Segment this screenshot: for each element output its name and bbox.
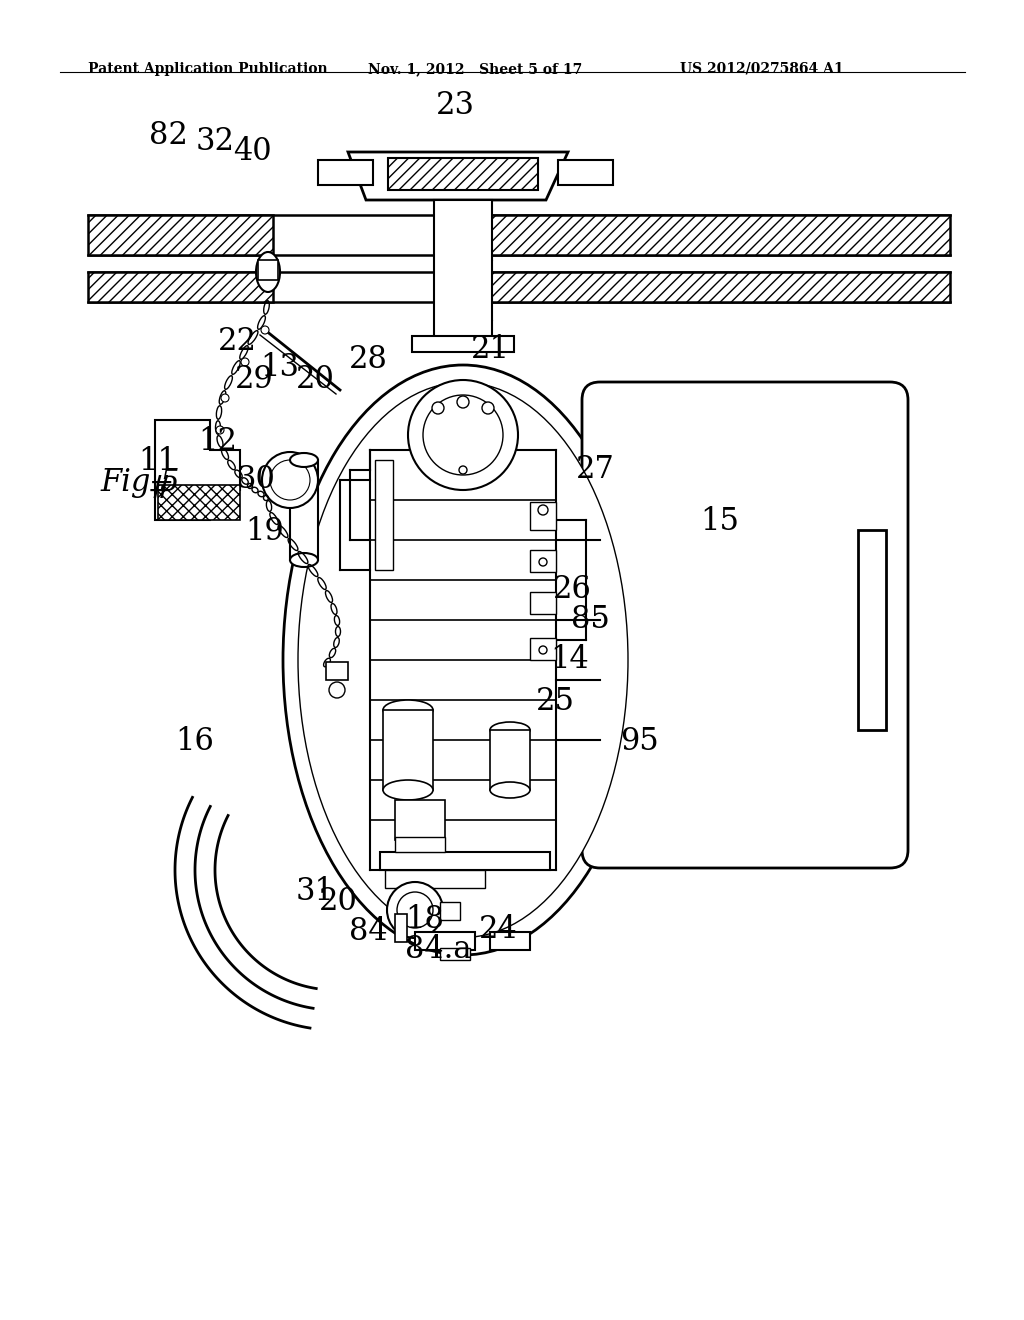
- Text: 84.a: 84.a: [404, 935, 471, 965]
- Text: Nov. 1, 2012   Sheet 5 of 17: Nov. 1, 2012 Sheet 5 of 17: [368, 62, 583, 77]
- Ellipse shape: [256, 252, 280, 292]
- Circle shape: [408, 380, 518, 490]
- Bar: [88, 272, 273, 302]
- Text: 15: 15: [700, 507, 739, 537]
- Bar: [858, 531, 886, 730]
- Bar: [530, 550, 556, 572]
- Polygon shape: [348, 152, 568, 201]
- Text: 19: 19: [246, 516, 285, 548]
- Bar: [383, 710, 433, 789]
- Circle shape: [241, 358, 249, 366]
- Text: 20: 20: [318, 887, 357, 917]
- Bar: [88, 215, 273, 255]
- Text: 20: 20: [296, 364, 335, 396]
- Bar: [490, 215, 950, 255]
- Text: 95: 95: [621, 726, 659, 758]
- Text: #: #: [148, 474, 174, 506]
- Circle shape: [539, 645, 547, 653]
- Text: 31: 31: [296, 876, 335, 908]
- Circle shape: [270, 459, 310, 500]
- Ellipse shape: [383, 780, 433, 800]
- Text: 23: 23: [435, 90, 474, 120]
- Bar: [395, 800, 445, 840]
- Bar: [412, 337, 514, 352]
- Circle shape: [221, 393, 229, 403]
- Text: 84: 84: [349, 916, 387, 948]
- Bar: [290, 459, 318, 560]
- Text: 18: 18: [406, 904, 444, 936]
- Bar: [440, 902, 460, 920]
- Circle shape: [262, 451, 318, 508]
- Circle shape: [457, 396, 469, 408]
- Circle shape: [539, 558, 547, 566]
- Ellipse shape: [283, 366, 643, 954]
- Text: 28: 28: [348, 345, 387, 375]
- Bar: [395, 913, 407, 942]
- Text: 40: 40: [232, 136, 271, 168]
- Bar: [490, 730, 530, 789]
- Circle shape: [482, 403, 494, 414]
- Text: 21: 21: [470, 334, 510, 366]
- Text: 32: 32: [196, 127, 234, 157]
- Text: 12: 12: [199, 426, 238, 458]
- Ellipse shape: [298, 383, 628, 937]
- Text: 25: 25: [536, 686, 574, 718]
- Text: 16: 16: [175, 726, 214, 758]
- Text: 13: 13: [260, 351, 299, 383]
- Text: Patent Application Publication: Patent Application Publication: [88, 62, 328, 77]
- Text: 14: 14: [551, 644, 590, 676]
- Text: US 2012/0275864 A1: US 2012/0275864 A1: [680, 62, 844, 77]
- Circle shape: [329, 682, 345, 698]
- Ellipse shape: [490, 781, 530, 799]
- Text: 26: 26: [553, 574, 592, 606]
- Circle shape: [387, 882, 443, 939]
- Text: 24: 24: [478, 915, 517, 945]
- Bar: [388, 158, 538, 190]
- Text: 27: 27: [575, 454, 614, 486]
- FancyBboxPatch shape: [582, 381, 908, 869]
- Circle shape: [538, 506, 548, 515]
- Bar: [158, 484, 240, 520]
- Bar: [318, 160, 373, 185]
- Bar: [415, 932, 475, 950]
- Text: 30: 30: [237, 465, 275, 495]
- Bar: [530, 638, 556, 660]
- Bar: [375, 459, 393, 570]
- Circle shape: [432, 403, 444, 414]
- Circle shape: [397, 892, 433, 928]
- Text: 22: 22: [217, 326, 256, 358]
- Bar: [258, 260, 278, 280]
- Circle shape: [261, 326, 269, 334]
- Bar: [530, 591, 556, 614]
- Bar: [380, 851, 550, 870]
- Ellipse shape: [383, 700, 433, 719]
- Bar: [558, 160, 613, 185]
- Text: Fig 5: Fig 5: [100, 466, 179, 498]
- Bar: [490, 932, 530, 950]
- Ellipse shape: [490, 722, 530, 738]
- Text: 82: 82: [148, 120, 187, 150]
- Circle shape: [216, 426, 224, 434]
- Ellipse shape: [290, 453, 318, 467]
- Text: 11: 11: [138, 446, 177, 478]
- Ellipse shape: [290, 553, 318, 568]
- Bar: [326, 663, 348, 680]
- Bar: [440, 948, 470, 960]
- Circle shape: [459, 466, 467, 474]
- Text: 85: 85: [570, 605, 609, 635]
- Bar: [530, 502, 556, 531]
- Text: 29: 29: [234, 364, 273, 396]
- Circle shape: [423, 395, 503, 475]
- Bar: [434, 201, 492, 341]
- Bar: [490, 272, 950, 302]
- Polygon shape: [155, 420, 240, 520]
- Bar: [395, 837, 445, 851]
- Bar: [385, 870, 485, 888]
